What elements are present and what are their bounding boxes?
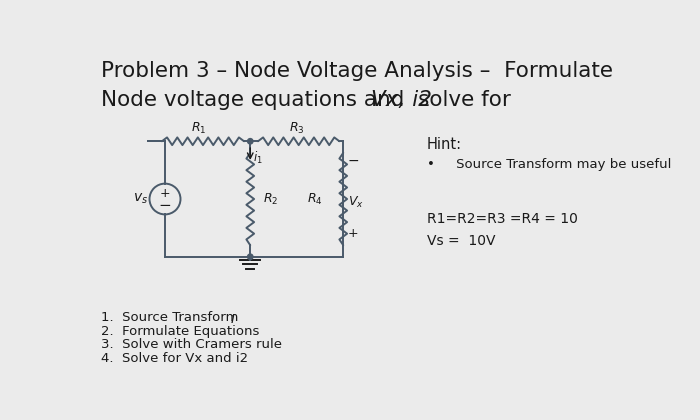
Text: 2.  Formulate Equations: 2. Formulate Equations	[102, 325, 260, 338]
Text: Hint:: Hint:	[427, 136, 462, 152]
Text: $V_x$: $V_x$	[348, 195, 364, 210]
Text: −: −	[348, 153, 360, 168]
Text: Vs =  10V: Vs = 10V	[427, 234, 496, 248]
Text: $v_s$: $v_s$	[133, 192, 148, 206]
Text: Problem 3 – Node Voltage Analysis –  Formulate: Problem 3 – Node Voltage Analysis – Form…	[102, 61, 613, 81]
Circle shape	[248, 254, 253, 260]
Text: $R_1$: $R_1$	[191, 121, 206, 136]
Text: +: +	[160, 187, 170, 200]
Text: 4.  Solve for Vx and i2: 4. Solve for Vx and i2	[102, 352, 248, 365]
Text: Vx, i2: Vx, i2	[371, 90, 432, 110]
Text: 1.  Source Transform: 1. Source Transform	[102, 311, 239, 324]
Text: −: −	[159, 198, 172, 213]
Text: I: I	[231, 313, 234, 326]
Text: 3.  Solve with Cramers rule: 3. Solve with Cramers rule	[102, 339, 282, 352]
Text: +: +	[348, 227, 358, 240]
Text: •     Source Transform may be useful: • Source Transform may be useful	[427, 158, 671, 171]
Text: R1=R2=R3 =R4 = 10: R1=R2=R3 =R4 = 10	[427, 212, 578, 226]
Text: $R_3$: $R_3$	[289, 121, 304, 136]
Text: $R_2$: $R_2$	[262, 192, 278, 207]
Text: Node voltage equations and  solve for: Node voltage equations and solve for	[102, 90, 518, 110]
Text: $R_4$: $R_4$	[307, 192, 323, 207]
Text: $i_1$: $i_1$	[253, 150, 263, 166]
Circle shape	[248, 139, 253, 144]
